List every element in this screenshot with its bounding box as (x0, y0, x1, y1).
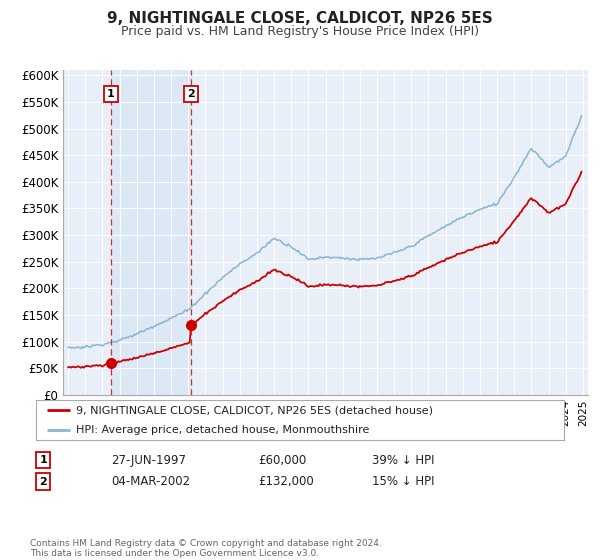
Text: 9, NIGHTINGALE CLOSE, CALDICOT, NP26 5ES (detached house): 9, NIGHTINGALE CLOSE, CALDICOT, NP26 5ES… (76, 405, 433, 415)
Text: 04-MAR-2002: 04-MAR-2002 (111, 475, 190, 488)
Text: Price paid vs. HM Land Registry's House Price Index (HPI): Price paid vs. HM Land Registry's House … (121, 25, 479, 38)
Text: 1: 1 (40, 455, 47, 465)
Bar (111, 70, 191, 395)
Text: 9, NIGHTINGALE CLOSE, CALDICOT, NP26 5ES: 9, NIGHTINGALE CLOSE, CALDICOT, NP26 5ES (107, 11, 493, 26)
Text: HPI: Average price, detached house, Monmouthshire: HPI: Average price, detached house, Monm… (76, 425, 369, 435)
Text: 27-JUN-1997: 27-JUN-1997 (111, 454, 186, 467)
Text: 39% ↓ HPI: 39% ↓ HPI (372, 454, 434, 467)
Text: 2: 2 (40, 477, 47, 487)
Text: 15% ↓ HPI: 15% ↓ HPI (372, 475, 434, 488)
Text: £60,000: £60,000 (258, 454, 306, 467)
Text: 1: 1 (107, 89, 115, 99)
Text: 2: 2 (187, 89, 195, 99)
Text: Contains HM Land Registry data © Crown copyright and database right 2024.
This d: Contains HM Land Registry data © Crown c… (30, 539, 382, 558)
Text: £132,000: £132,000 (258, 475, 314, 488)
